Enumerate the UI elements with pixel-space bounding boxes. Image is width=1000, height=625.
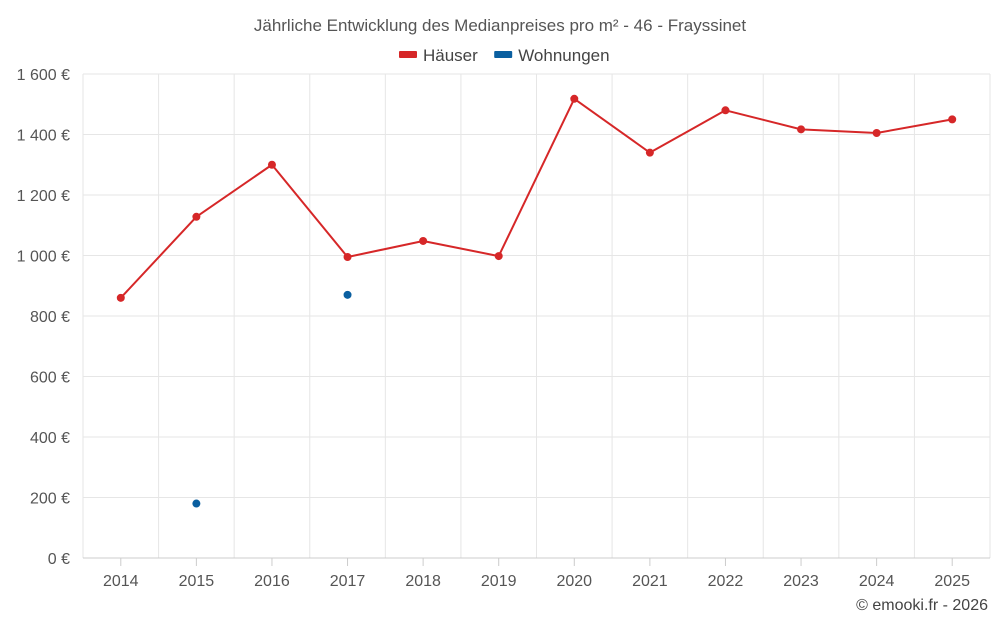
series-haeuser — [116, 94, 957, 302]
series-line — [120, 97, 953, 299]
x-tick-label: 2020 — [556, 573, 592, 590]
y-tick-label: 1 400 € — [17, 128, 70, 145]
legend: Häuser Wohnungen — [399, 46, 610, 65]
x-tick-label: 2019 — [481, 573, 517, 590]
y-tick-label: 800 € — [30, 309, 70, 326]
x-tick-label: 2014 — [103, 573, 139, 590]
chart-title: Jährliche Entwicklung des Medianpreises … — [254, 16, 747, 35]
y-tick-label: 1 000 € — [17, 249, 70, 266]
data-point[interactable] — [797, 125, 806, 134]
data-point[interactable] — [645, 148, 654, 157]
legend-item-wohnungen[interactable]: Wohnungen — [494, 46, 610, 65]
y-tick-label: 0 € — [48, 551, 70, 568]
x-tick-label: 2021 — [632, 573, 668, 590]
data-point[interactable] — [872, 128, 881, 137]
x-tick-label: 2022 — [708, 573, 744, 590]
legend-swatch — [494, 51, 513, 58]
data-point[interactable] — [343, 253, 352, 262]
y-tick-label: 1 200 € — [17, 188, 70, 205]
data-point[interactable] — [419, 236, 428, 245]
legend-label: Häuser — [423, 46, 478, 65]
y-tick-label: 600 € — [30, 370, 70, 387]
legend-swatch — [399, 51, 417, 58]
legend-item-haeuser[interactable]: Häuser — [399, 46, 478, 65]
x-tick-label: 2016 — [254, 573, 290, 590]
series-layer — [116, 94, 957, 508]
x-tick-label: 2023 — [783, 573, 819, 590]
data-point[interactable] — [192, 212, 201, 221]
data-point[interactable] — [116, 293, 125, 302]
data-point[interactable] — [267, 160, 276, 169]
x-tick-label: 2018 — [405, 573, 441, 590]
data-point[interactable] — [494, 252, 503, 261]
y-grid — [83, 73, 990, 498]
legend-label: Wohnungen — [518, 46, 609, 65]
y-tick-label: 1 600 € — [17, 67, 70, 84]
y-tick-label: 200 € — [30, 491, 70, 508]
x-tick-label: 2024 — [859, 573, 895, 590]
data-point[interactable] — [570, 94, 579, 103]
credit-text: © emooki.fr - 2026 — [856, 597, 988, 614]
x-tick-labels: 2014 2015 2016 2017 2018 2019 2020 2021 2022 2023… — [103, 558, 970, 590]
data-point[interactable] — [192, 499, 201, 508]
x-tick-label: 2025 — [934, 573, 970, 590]
y-tick-labels: 0 € 200 € 400 € 600 € 800 € 1 000 € 1 200 € 1 4… — [17, 67, 70, 568]
x-tick-label: 2017 — [330, 573, 366, 590]
x-tick-label: 2015 — [179, 573, 215, 590]
data-point[interactable] — [721, 106, 730, 115]
data-point[interactable] — [948, 115, 957, 124]
series-wohnungen — [192, 290, 352, 508]
data-point[interactable] — [343, 290, 352, 299]
y-tick-label: 400 € — [30, 430, 70, 447]
